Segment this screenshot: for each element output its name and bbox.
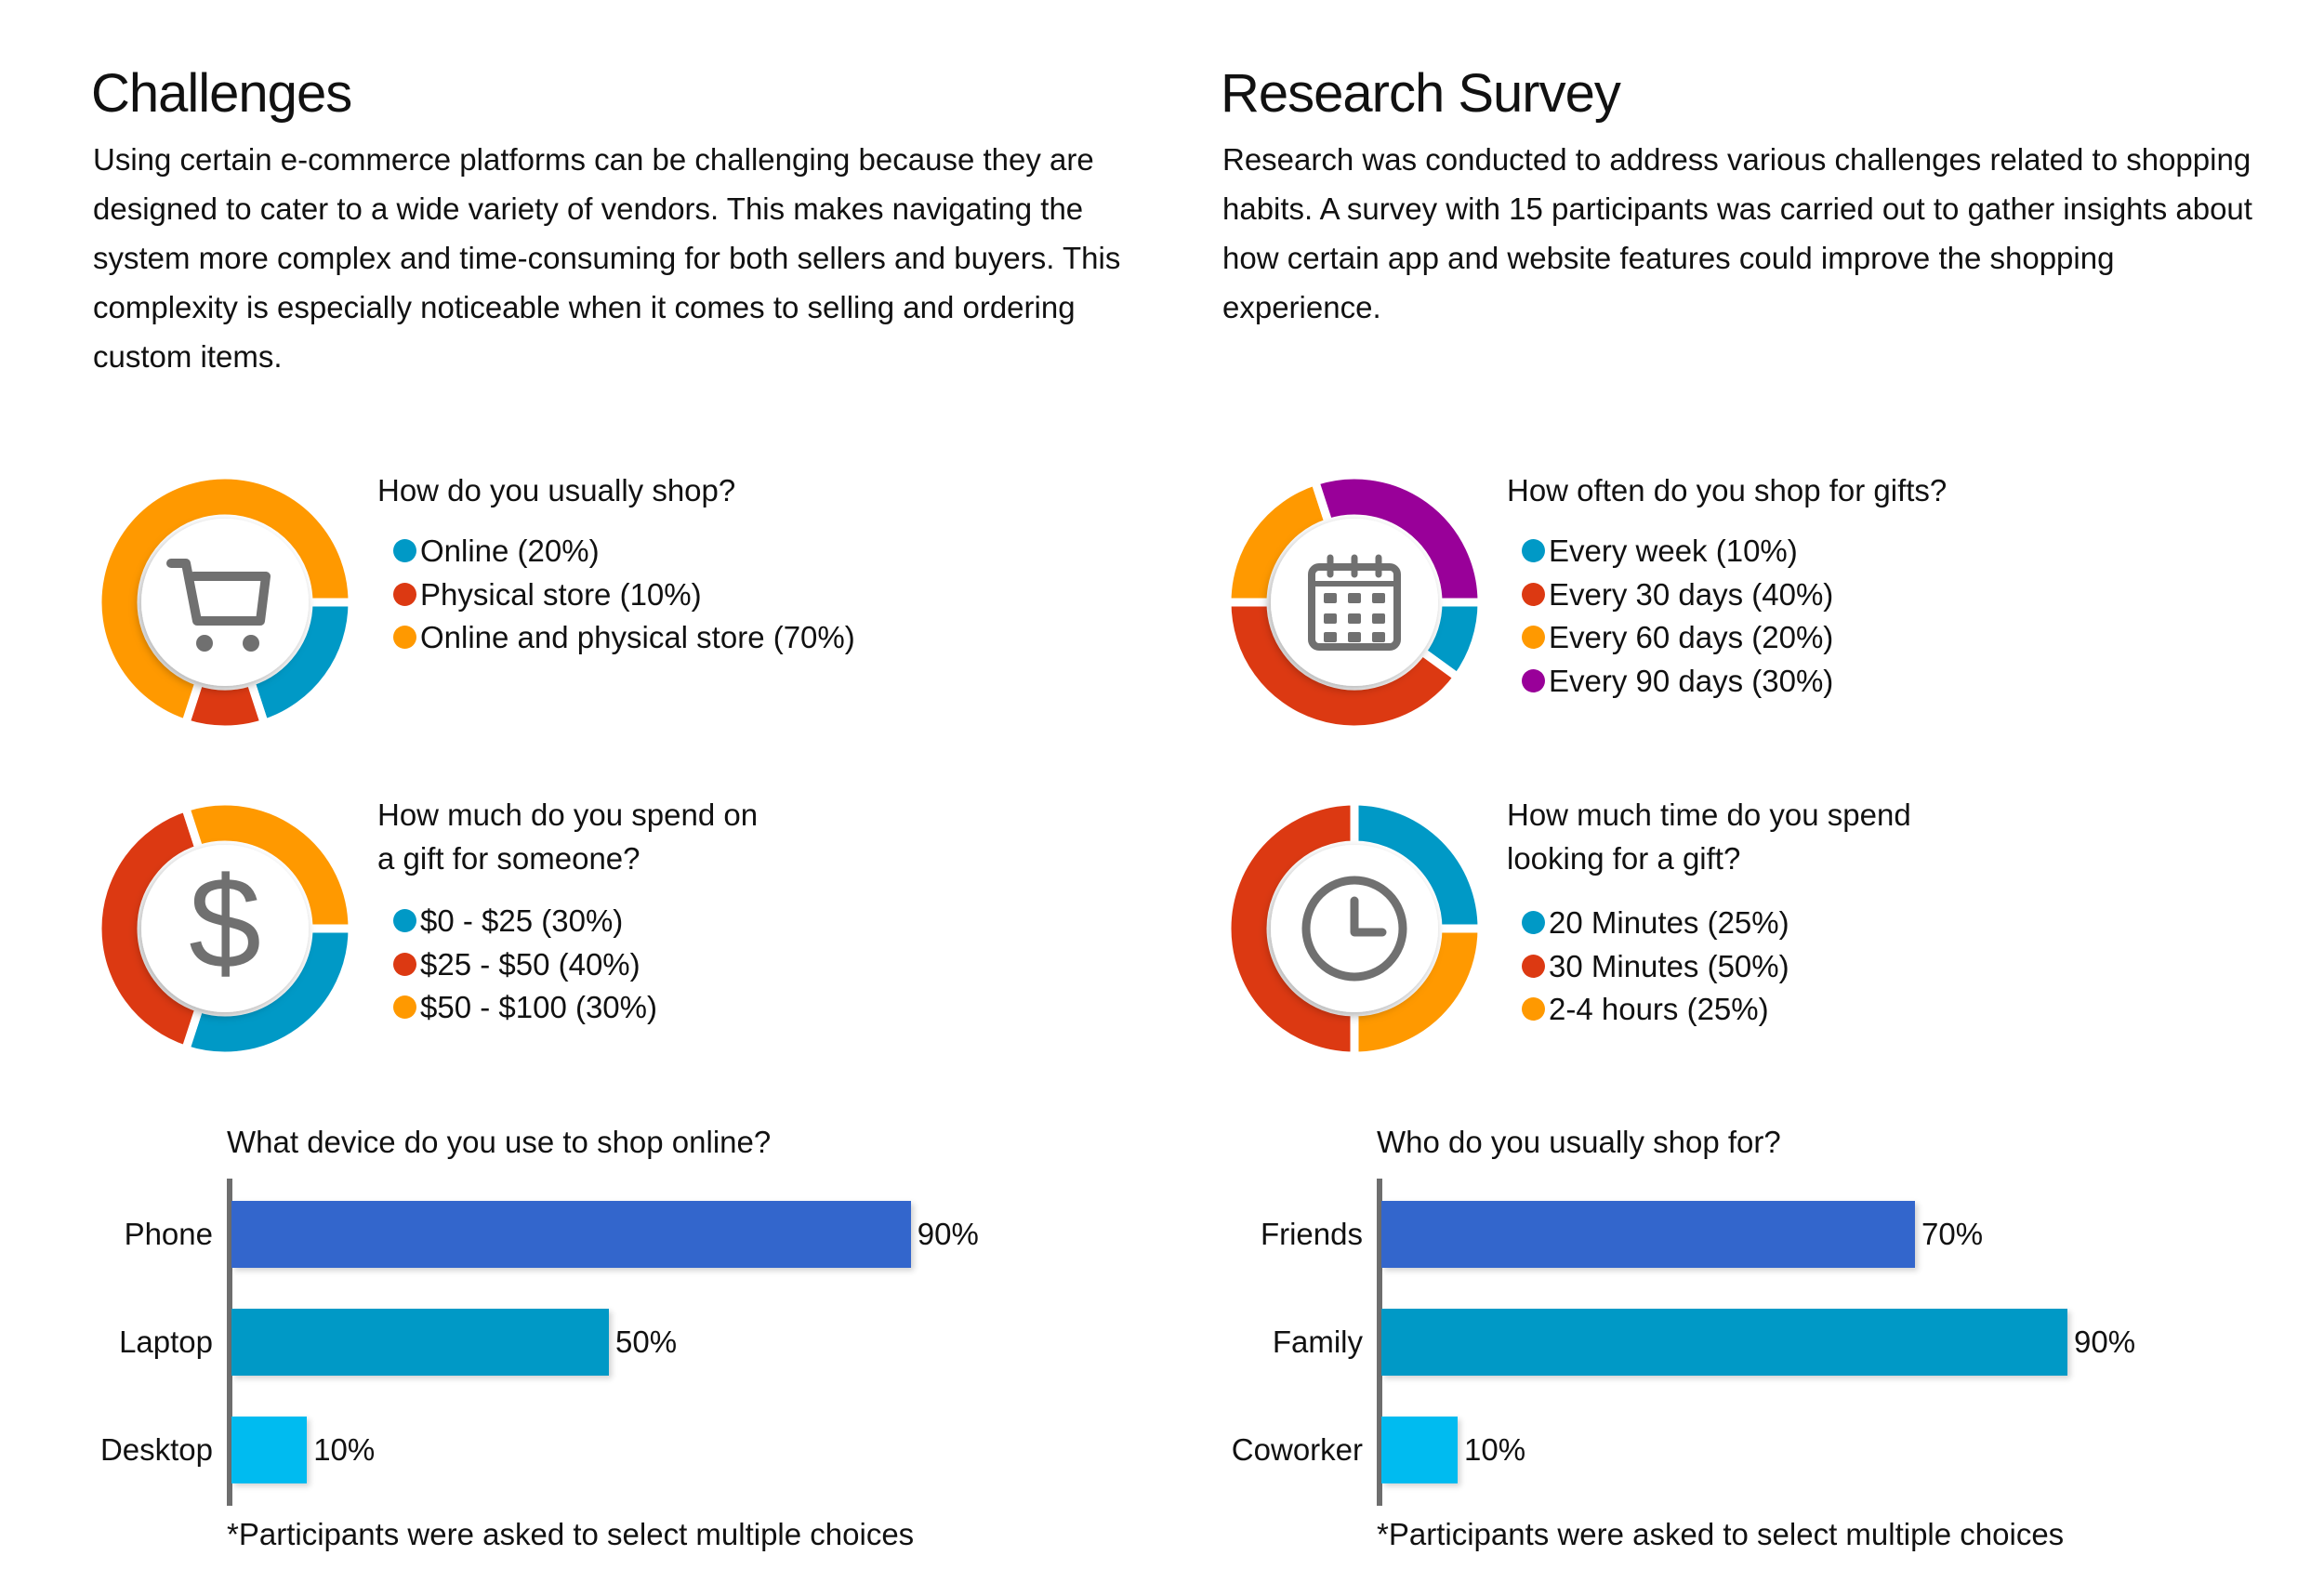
- bar-category-label: Desktop: [99, 1432, 213, 1467]
- bar-chart-title: What device do you use to shop online?: [227, 1125, 772, 1159]
- research-survey-title: Research Survey: [1221, 63, 1621, 124]
- legend-dot: [393, 539, 416, 562]
- svg-text:$: $: [189, 850, 261, 995]
- donut-center: [141, 519, 309, 686]
- bar-value-label: 10%: [313, 1432, 376, 1467]
- legend-item: $50 - $100 (30%): [393, 985, 657, 1029]
- bar-category-label: Phone: [124, 1217, 213, 1251]
- legend-label: Online (20%): [420, 534, 600, 568]
- donut-svg: $: [93, 797, 357, 1061]
- legend-label: $50 - $100 (30%): [420, 990, 657, 1024]
- legend-label: 30 Minutes (50%): [1549, 948, 1789, 983]
- donut-svg: [1222, 470, 1486, 734]
- bar-value-label: 70%: [1921, 1217, 1984, 1251]
- bar-value-label: 50%: [615, 1325, 678, 1359]
- legend-item: Online and physical store (70%): [393, 615, 855, 659]
- bar-category-label: Laptop: [119, 1325, 213, 1359]
- legend-dot: [393, 582, 416, 606]
- legend-dot: [1522, 539, 1545, 562]
- legend-dot: [1522, 954, 1545, 978]
- legend-label: $25 - $50 (40%): [420, 946, 640, 982]
- chart-question-line: How do you usually shop?: [377, 473, 736, 508]
- legend-label: Every 30 days (40%): [1549, 576, 1834, 612]
- donut-svg: [93, 470, 357, 734]
- legend-label: Online and physical store (70%): [420, 620, 855, 654]
- chart-question-line: looking for a gift?: [1507, 841, 1741, 876]
- legend-item: $25 - $50 (40%): [393, 942, 640, 986]
- challenges-title: Challenges: [91, 63, 352, 124]
- bar-coworker: [1381, 1417, 1458, 1483]
- legend-dot: [1522, 668, 1545, 692]
- legend-item: $0 - $25 (30%): [393, 899, 624, 942]
- legend-dot: [1522, 582, 1545, 606]
- dollar-icon: $: [189, 850, 261, 995]
- legend-item: 30 Minutes (50%): [1522, 944, 1789, 988]
- research-survey-paragraph: Research was conducted to address variou…: [1222, 142, 2252, 324]
- bar-family: [1381, 1309, 2067, 1376]
- legend-label: 20 Minutes (25%): [1549, 905, 1789, 940]
- legend-item: Every 90 days (30%): [1522, 659, 1834, 703]
- legend-dot: [1522, 626, 1545, 649]
- chart-question-line: a gift for someone?: [377, 841, 640, 876]
- chart-question-line: How much do you spend on: [377, 798, 759, 832]
- legend-item: 20 Minutes (25%): [1522, 901, 1789, 944]
- legend-label: Every week (10%): [1549, 534, 1798, 568]
- legend-item: Every week (10%): [1522, 529, 1798, 573]
- legend-label: Every 90 days (30%): [1549, 663, 1834, 698]
- bar-value-label: 90%: [2074, 1325, 2136, 1359]
- legend-item: Every 60 days (20%): [1522, 615, 1834, 659]
- clock-icon: [1301, 876, 1407, 982]
- legend-dot: [393, 626, 416, 649]
- legend-label: 2-4 hours (25%): [1549, 992, 1769, 1026]
- legend-item: 2-4 hours (25%): [1522, 987, 1769, 1031]
- legend-label: Every 60 days (20%): [1549, 620, 1834, 654]
- legend-item: Every 30 days (40%): [1522, 573, 1834, 616]
- chart-question-line: How much time do you spend: [1507, 798, 1911, 832]
- bar-chart-title: Who do you usually shop for?: [1377, 1125, 1781, 1159]
- chart-question-line: How often do you shop for gifts?: [1507, 473, 1948, 508]
- donut-svg: [1222, 797, 1486, 1061]
- bar-friends: [1381, 1201, 1915, 1268]
- bar-category-label: Friends: [1260, 1217, 1363, 1251]
- bar-category-label: Family: [1272, 1325, 1363, 1359]
- shopping-cart-icon: [166, 559, 271, 652]
- legend-label: Physical store (10%): [420, 576, 702, 612]
- footnote: *Participants were asked to select multi…: [227, 1517, 915, 1551]
- legend-dot: [1522, 997, 1545, 1021]
- legend-dot: [393, 952, 416, 976]
- legend-label: $0 - $25 (30%): [420, 903, 624, 938]
- donut-center: [141, 845, 309, 1012]
- footnote: *Participants were asked to select multi…: [1377, 1517, 2065, 1551]
- challenges-paragraph: Using certain e-commerce platforms can b…: [93, 142, 1121, 374]
- legend-item: Online (20%): [393, 529, 600, 573]
- bar-category-label: Coworker: [1231, 1432, 1363, 1467]
- bar-phone: [231, 1201, 911, 1268]
- bar-value-label: 90%: [917, 1217, 979, 1251]
- bar-desktop: [231, 1417, 308, 1483]
- legend-dot: [393, 995, 416, 1019]
- bar-chart-axis: [227, 1179, 232, 1506]
- bar-laptop: [231, 1309, 609, 1376]
- bar-chart-axis: [1377, 1179, 1382, 1506]
- legend-item: Physical store (10%): [393, 573, 702, 616]
- legend-dot: [1522, 911, 1545, 934]
- calendar-icon: [1308, 554, 1401, 651]
- bar-value-label: 10%: [1464, 1432, 1526, 1467]
- legend-dot: [393, 909, 416, 932]
